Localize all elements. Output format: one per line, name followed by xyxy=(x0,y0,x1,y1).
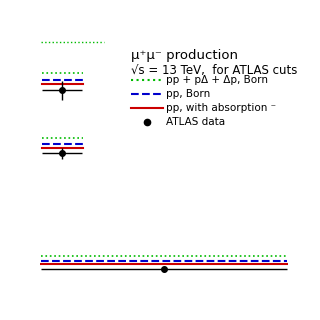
Text: pp, with absorption ⁻: pp, with absorption ⁻ xyxy=(166,103,276,113)
Text: μ⁺μ⁻ production: μ⁺μ⁻ production xyxy=(131,50,237,62)
Text: ATLAS data: ATLAS data xyxy=(166,117,226,127)
Text: pp + pΔ + Δp, Born: pp + pΔ + Δp, Born xyxy=(166,75,268,85)
Text: √s = 13 TeV,  for ATLAS cuts: √s = 13 TeV, for ATLAS cuts xyxy=(131,64,297,77)
Text: pp, Born: pp, Born xyxy=(166,89,211,99)
